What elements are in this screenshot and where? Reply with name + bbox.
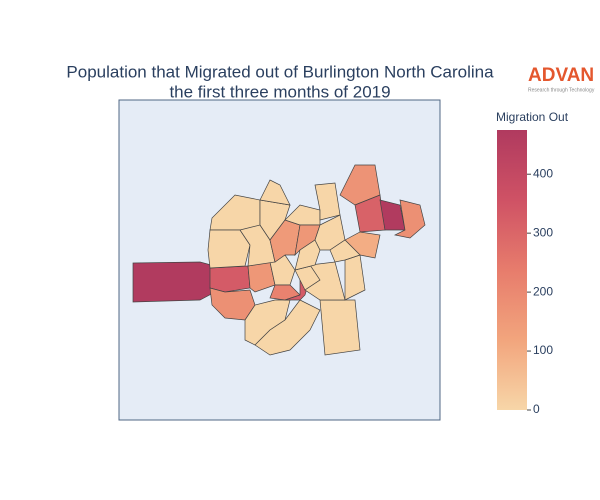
colorbar-tick-label: 400 xyxy=(533,166,553,180)
colorbar-tick-label: 300 xyxy=(533,225,553,239)
chart-title: the first three months of 2019 xyxy=(169,82,390,101)
region xyxy=(259,179,291,206)
region xyxy=(339,164,381,206)
colorbar-tick-label: 200 xyxy=(533,284,553,298)
region xyxy=(314,182,341,221)
logo-tagline: Research through Technology xyxy=(528,87,595,93)
region xyxy=(393,199,426,239)
logo: ADVAN xyxy=(528,65,594,86)
chart-title: Population that Migrated out of Burlingt… xyxy=(66,62,494,81)
colorbar-tick-label: 0 xyxy=(533,402,540,416)
region xyxy=(132,261,216,303)
region xyxy=(254,299,321,356)
region xyxy=(329,239,361,263)
region xyxy=(209,265,251,293)
region xyxy=(294,239,321,271)
colorbar xyxy=(497,130,527,410)
colorbar-title: Migration Out xyxy=(496,110,569,124)
region xyxy=(319,299,361,356)
colorbar-tick-label: 100 xyxy=(533,343,553,357)
